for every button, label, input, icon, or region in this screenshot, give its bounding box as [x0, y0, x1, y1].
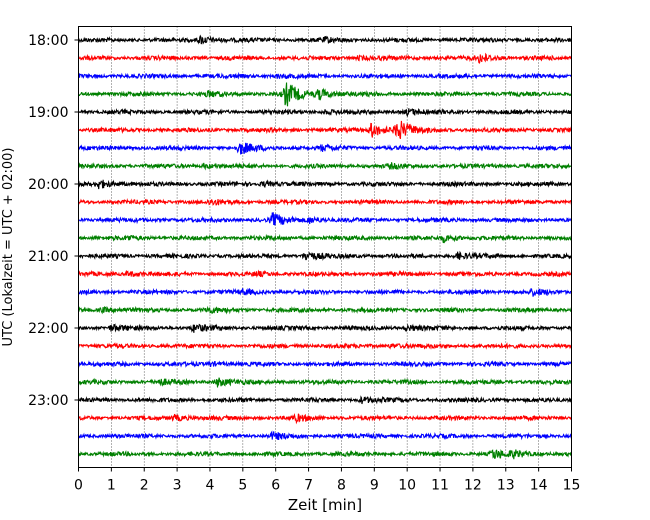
- trace-2315: [77, 413, 573, 425]
- x-tick-label: 6: [271, 478, 280, 494]
- x-tick-label: 3: [173, 478, 182, 494]
- trace-2215: [78, 342, 572, 350]
- trace-2245: [77, 377, 573, 388]
- trace-2030: [78, 212, 573, 226]
- trace-2115: [78, 269, 573, 278]
- trace-2145: [77, 305, 573, 315]
- trace-2345: [77, 448, 573, 460]
- x-tick-label: 0: [74, 478, 83, 494]
- trace-1830: [78, 71, 572, 81]
- x-tick-label: 1: [107, 478, 116, 494]
- trace-1945: [77, 162, 572, 171]
- y-tick-label: 19:00: [28, 105, 68, 121]
- trace-2300: [78, 395, 572, 405]
- x-tick-label: 12: [464, 478, 482, 494]
- x-tick-label: 10: [398, 478, 416, 494]
- y-tick-label: 23:00: [28, 393, 68, 409]
- x-tick-label: 8: [337, 478, 346, 494]
- trace-2045: [78, 233, 573, 244]
- trace-2000: [78, 179, 573, 190]
- seismogram-traces: [77, 34, 573, 460]
- x-axis-label: Zeit [min]: [288, 496, 362, 514]
- trace-2130: [77, 287, 572, 297]
- x-tick-label: 13: [497, 478, 515, 494]
- y-axis-label: UTC (Lokalzeit = UTC + 02:00): [1, 148, 16, 347]
- trace-2100: [77, 250, 573, 262]
- x-tick-label: 14: [530, 478, 548, 494]
- y-tick-label: 22:00: [28, 321, 68, 337]
- y-tick-label: 18:00: [28, 33, 68, 49]
- trace-2330: [78, 430, 572, 441]
- x-tick-label: 7: [304, 478, 313, 494]
- trace-1900: [77, 107, 573, 118]
- trace-2015: [77, 197, 573, 207]
- trace-1845: [78, 82, 573, 107]
- x-tick-label: 5: [238, 478, 247, 494]
- trace-1815: [78, 52, 572, 64]
- plot-frame: [78, 26, 572, 468]
- x-tick-label: 9: [370, 478, 379, 494]
- trace-2230: [77, 359, 573, 368]
- trace-1915: [78, 120, 572, 139]
- x-tick-label: 11: [431, 478, 449, 494]
- y-tick-label: 20:00: [28, 177, 68, 193]
- trace-2200: [78, 323, 573, 333]
- x-tick-label: 4: [206, 478, 215, 494]
- x-tick-label: 15: [563, 478, 581, 494]
- x-tick-label: 2: [140, 478, 149, 494]
- trace-1930: [77, 142, 573, 155]
- trace-1800: [77, 34, 572, 45]
- x-axis-ticks: 0 1 2 3 4 5 6 7 8 9 10 11 12 13 14 15: [74, 467, 581, 494]
- y-tick-label: 21:00: [28, 249, 68, 265]
- y-axis-ticks: 18:00 19:00 20:00 21:00 22:00 23:00: [28, 33, 79, 409]
